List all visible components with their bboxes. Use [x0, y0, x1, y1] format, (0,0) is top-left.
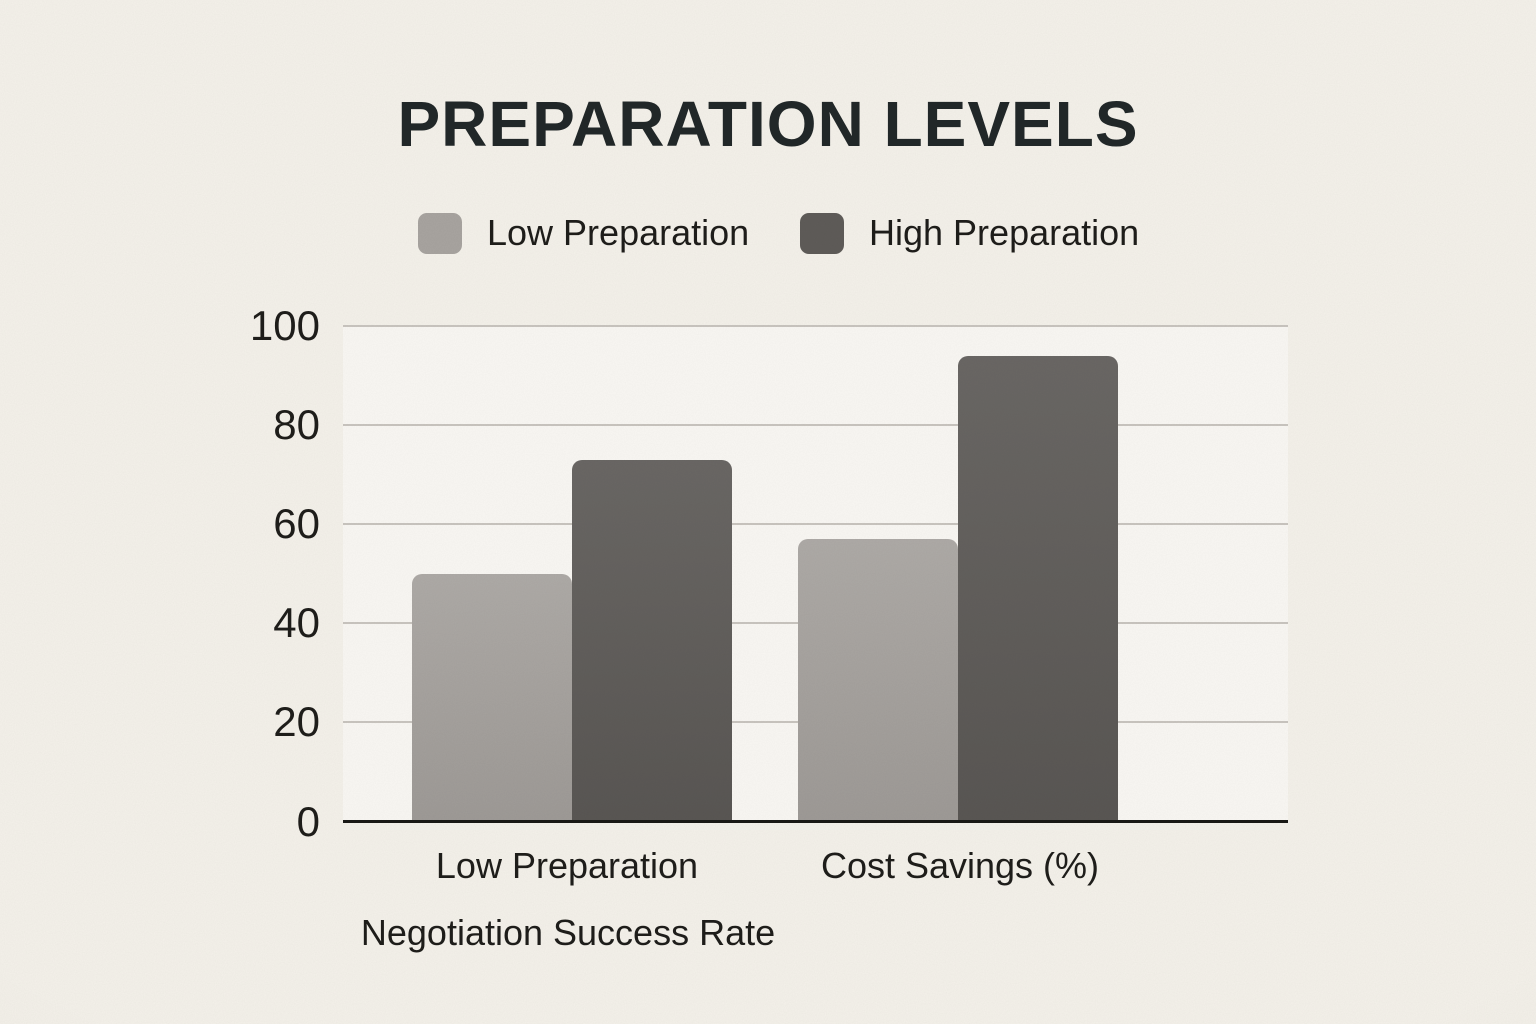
x-tick-label-low-preparation: Low Preparation	[435, 845, 699, 886]
bar-high-preparation-category-1	[958, 355, 1118, 822]
gridline-60	[343, 523, 1288, 526]
gridline-100	[343, 325, 1288, 327]
y-tick-label-40: 40	[273, 599, 320, 647]
x-axis-title: Negotiation Success Rate	[360, 912, 776, 953]
chart-title: PREPARATION LEVELS	[397, 88, 1139, 160]
bar-low-preparation-category-1	[798, 539, 958, 822]
legend-swatch-high-preparation	[800, 212, 844, 254]
bar-low-preparation-category-0	[412, 573, 572, 822]
x-tick-label-cost-savings: Cost Savings (%)	[820, 845, 1100, 886]
legend-label-low-preparation: Low Preparation	[487, 212, 750, 253]
legend-label-high-preparation: High Preparation	[869, 212, 1140, 253]
y-tick-label-80: 80	[273, 401, 320, 449]
y-tick-label-0: 0	[296, 797, 320, 845]
gridline-80	[343, 424, 1288, 427]
legend-item-low-preparation: Low Preparation	[418, 211, 749, 255]
bar-high-preparation-category-0	[572, 459, 732, 822]
y-tick-label-60: 60	[273, 500, 320, 548]
legend-swatch-low-preparation	[418, 212, 462, 254]
legend-item-high-preparation: High Preparation	[800, 211, 1139, 255]
x-axis-line	[343, 820, 1288, 823]
y-tick-label-20: 20	[273, 698, 320, 746]
y-tick-label-100: 100	[249, 302, 320, 349]
